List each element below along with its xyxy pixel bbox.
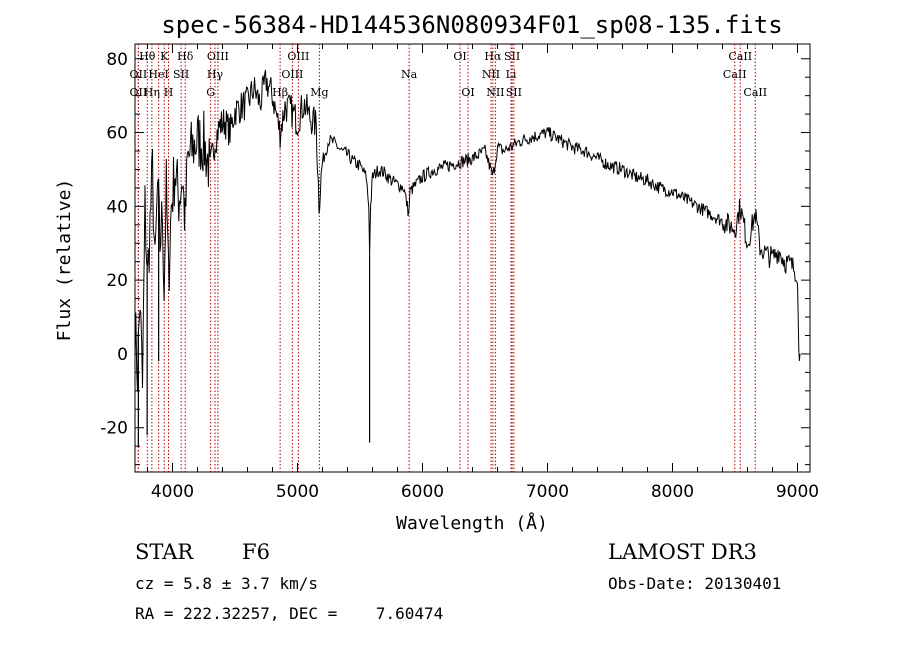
line-marker-label: Hη bbox=[144, 86, 160, 99]
emission-line-markers: Hθ OII OII K HeI Hη Hδ SII H OIII Hγ G OIII OIII Hβ Mg N… bbox=[130, 44, 767, 472]
object-subclass: F6 bbox=[242, 540, 270, 564]
object-class: STAR bbox=[135, 540, 194, 564]
x-tick-label: 6000 bbox=[401, 482, 444, 502]
axis-ticks: 4000 5000 6000 7000 8000 9000 -20 0 20 40 60 80 bbox=[100, 44, 819, 502]
line-marker-label: OI bbox=[453, 50, 466, 63]
chart-title: spec-56384-HD144536N080934F01_sp08-135.f… bbox=[161, 11, 782, 39]
y-axis-label: Flux (relative) bbox=[54, 179, 75, 342]
line-marker-label: OI bbox=[461, 86, 474, 99]
y-tick-label: 20 bbox=[106, 271, 128, 291]
line-marker-label: OIII bbox=[287, 50, 309, 63]
x-tick-label: 9000 bbox=[776, 482, 819, 502]
survey-name: LAMOST DR3 bbox=[608, 540, 757, 564]
x-tick-label: 7000 bbox=[526, 482, 569, 502]
line-marker-label: Hβ bbox=[272, 86, 288, 99]
line-marker-label: SII bbox=[173, 68, 189, 81]
sky-coordinates: RA = 222.32257, DEC = 7.60474 bbox=[135, 604, 444, 623]
line-marker-label: OIII bbox=[207, 50, 229, 63]
line-marker-label: NII bbox=[482, 68, 500, 81]
x-tick-label: 8000 bbox=[651, 482, 694, 502]
line-marker-label: NII bbox=[486, 86, 504, 99]
y-tick-label: -20 bbox=[100, 419, 128, 439]
x-tick-label: 5000 bbox=[276, 482, 319, 502]
observation-date: Obs-Date: 20130401 bbox=[608, 574, 782, 593]
line-marker-label: SII bbox=[504, 50, 520, 63]
line-marker-label: Mg bbox=[310, 86, 328, 99]
line-marker-label: H bbox=[164, 86, 174, 99]
spectrum-line bbox=[134, 69, 801, 392]
line-marker-label: K bbox=[160, 50, 169, 63]
x-tick-label: 4000 bbox=[151, 482, 194, 502]
y-tick-label: 80 bbox=[106, 50, 128, 70]
line-marker-label: OIII bbox=[281, 68, 303, 81]
line-marker-label: OII bbox=[130, 68, 148, 81]
redshift-velocity: cz = 5.8 ± 3.7 km/s bbox=[135, 574, 319, 593]
spectrum-series bbox=[134, 69, 801, 447]
line-marker-label: CaII bbox=[743, 86, 767, 99]
line-marker-label: HeI bbox=[148, 68, 168, 81]
line-marker-label: Li bbox=[506, 68, 517, 81]
line-marker-label: Hδ bbox=[177, 50, 194, 63]
x-axis-label: Wavelength (Å) bbox=[396, 512, 548, 534]
line-marker-label: G bbox=[206, 86, 215, 99]
y-tick-label: 0 bbox=[117, 345, 128, 365]
line-marker-label: Hθ bbox=[139, 50, 156, 63]
line-marker-label: CaII bbox=[728, 50, 752, 63]
line-marker-label: SII bbox=[506, 86, 522, 99]
line-marker-label: Na bbox=[401, 68, 418, 81]
y-tick-label: 40 bbox=[106, 197, 128, 217]
line-marker-label: Hα bbox=[484, 50, 502, 63]
line-marker-label: OII bbox=[130, 86, 148, 99]
line-marker-label: Hγ bbox=[207, 68, 224, 81]
y-tick-label: 60 bbox=[106, 124, 128, 144]
line-marker-label: CaII bbox=[723, 68, 747, 81]
